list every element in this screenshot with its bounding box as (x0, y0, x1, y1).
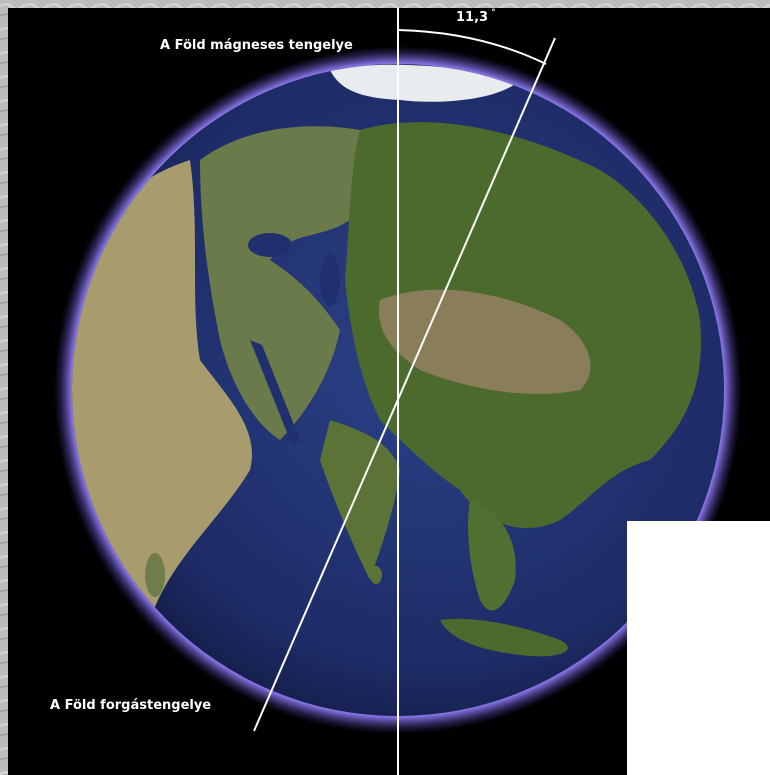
white-overlay-box (627, 521, 770, 775)
madagascar (145, 553, 165, 597)
tilt-angle-label: 11,3 ° (456, 8, 496, 25)
tilt-angle-value: 11,3 (456, 10, 489, 25)
africa-landmass (72, 160, 252, 620)
rotation-axis-label: A Föld forgástengelye (50, 698, 212, 713)
indonesia-islands (440, 618, 568, 657)
central-asia-highlands (379, 289, 591, 394)
magnetic-axis-label: A Föld mágneses tengelye (160, 38, 353, 53)
india-landmass (320, 420, 400, 580)
red-sea (250, 340, 300, 445)
sri-lanka (370, 566, 382, 584)
black-sea (248, 233, 292, 257)
tilt-angle-arc (397, 29, 547, 65)
southeast-asia-landmass (468, 500, 516, 611)
caspian-sea (320, 254, 340, 306)
arctic-ice (330, 64, 520, 102)
magnetic-axis-line (253, 37, 556, 732)
degree-symbol: ° (491, 8, 496, 18)
continents (72, 64, 701, 657)
europe-landmass (200, 126, 371, 440)
